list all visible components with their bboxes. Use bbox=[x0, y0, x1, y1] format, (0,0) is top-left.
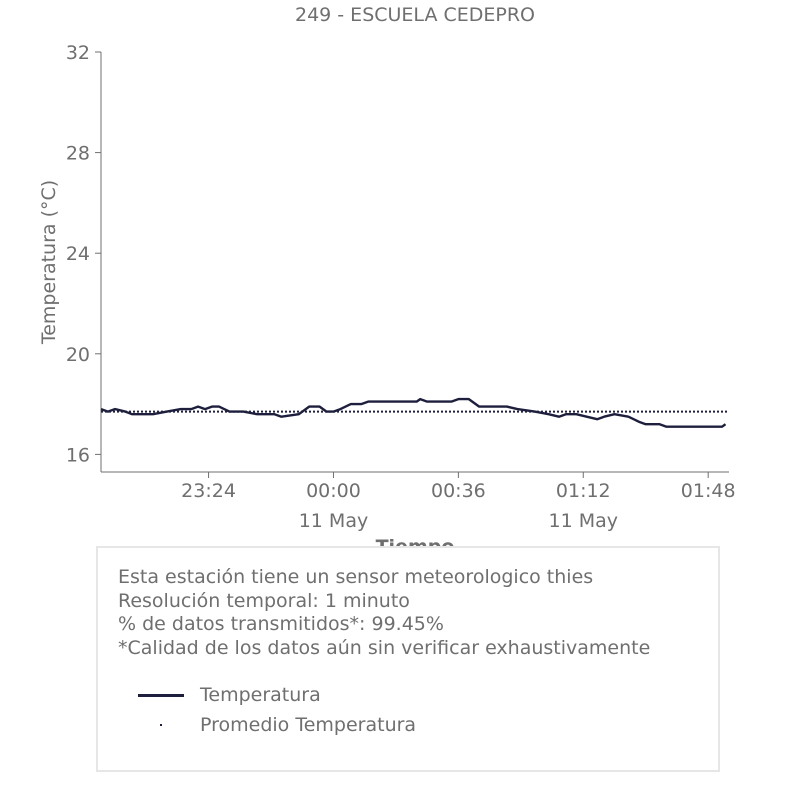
info-line-resolution: Resolución temporal: 1 minuto bbox=[118, 589, 410, 612]
x-tick-label: 00:00 bbox=[306, 480, 361, 502]
chart-title: 249 - ESCUELA CEDEPRO bbox=[295, 4, 535, 26]
info-box: Esta estación tiene un sensor meteorolog… bbox=[96, 546, 720, 772]
legend-dot-icon bbox=[138, 715, 184, 735]
legend-label: Temperatura bbox=[200, 684, 321, 706]
legend: Temperatura Promedio Temperatura bbox=[138, 680, 416, 740]
y-tick-label: 24 bbox=[66, 243, 90, 265]
series-line-temperatura bbox=[100, 397, 727, 428]
y-tick-label: 32 bbox=[66, 42, 90, 64]
y-axis-title: Temperatura (°C) bbox=[38, 180, 60, 345]
y-ticks: 16 20 24 28 32 bbox=[66, 42, 101, 466]
legend-line-icon bbox=[138, 685, 184, 705]
legend-item-promedio: Promedio Temperatura bbox=[138, 710, 416, 740]
info-lines: Esta estación tiene un sensor meteorolog… bbox=[118, 566, 650, 660]
y-tick-label: 16 bbox=[66, 444, 90, 466]
x-tick-label: 00:36 bbox=[431, 480, 486, 502]
x-tick-sublabel: 11 May bbox=[299, 510, 369, 532]
y-tick-label: 20 bbox=[66, 344, 90, 366]
x-tick-label: 23:24 bbox=[181, 480, 236, 502]
y-tick-label: 28 bbox=[66, 143, 90, 165]
x-ticks: 23:24 00:00 11 May 00:36 01:12 11 May 01:48 bbox=[181, 472, 736, 532]
info-line-quality-note: *Calidad de los datos aún sin verificar … bbox=[118, 636, 651, 659]
legend-item-temperatura: Temperatura bbox=[138, 680, 416, 710]
info-line-transmitted: % de datos transmitidos*: 99.45% bbox=[118, 613, 444, 635]
series-layer bbox=[100, 397, 729, 428]
x-tick-label: 01:12 bbox=[556, 480, 611, 502]
legend-label: Promedio Temperatura bbox=[200, 714, 417, 736]
x-tick-sublabel: 11 May bbox=[549, 510, 619, 532]
x-tick-label: 01:48 bbox=[681, 480, 736, 502]
temperature-chart: 249 - ESCUELA CEDEPRO Temperatura (°C) 1… bbox=[38, 4, 736, 558]
info-line-sensor: Esta estación tiene un sensor meteorolog… bbox=[118, 566, 594, 588]
